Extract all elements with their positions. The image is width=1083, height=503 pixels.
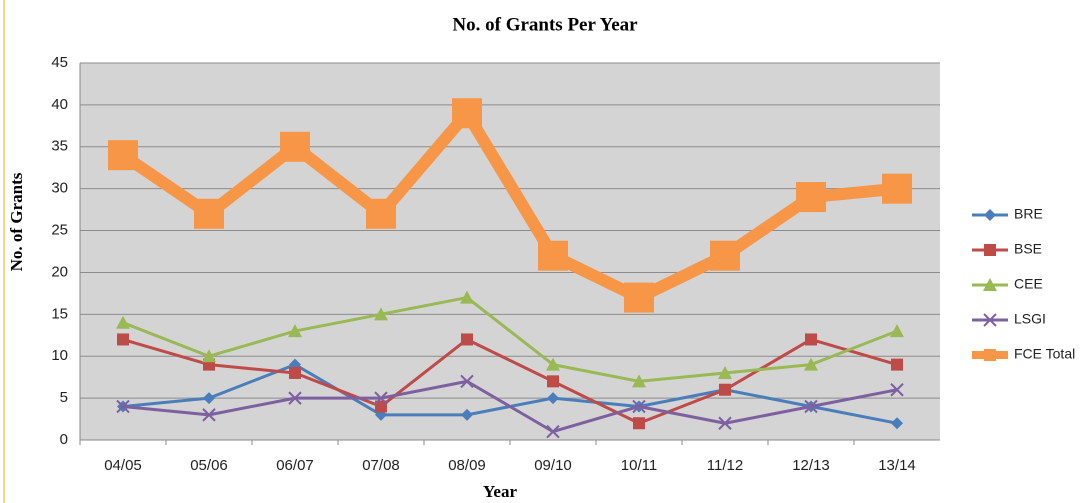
marker xyxy=(116,399,130,414)
marker xyxy=(632,374,646,388)
x-tick-label: 09/10 xyxy=(534,457,572,474)
marker xyxy=(633,417,645,430)
y-tick-label: 25 xyxy=(51,222,68,239)
y-tick-label: 45 xyxy=(51,54,68,71)
marker xyxy=(375,400,387,413)
legend-marker xyxy=(983,313,997,327)
y-axis-label: No. of Grants xyxy=(7,172,26,271)
marker xyxy=(890,324,904,338)
plot-area xyxy=(80,63,940,440)
marker xyxy=(202,408,216,422)
marker xyxy=(374,391,388,405)
chart-title: No. of Grants Per Year xyxy=(452,14,638,35)
x-tick-label: 11/12 xyxy=(707,457,743,474)
marker xyxy=(804,357,818,371)
marker xyxy=(632,399,646,414)
marker xyxy=(117,333,129,346)
x-tick-label: 10/11 xyxy=(621,457,657,474)
y-tick-label: 40 xyxy=(51,96,68,113)
y-tick-label: 20 xyxy=(51,263,68,280)
marker xyxy=(452,98,482,129)
marker xyxy=(546,424,560,439)
legend-label: FCE Total xyxy=(1014,346,1075,362)
series-line xyxy=(119,107,898,304)
marker xyxy=(710,240,740,271)
marker xyxy=(891,358,903,371)
marker xyxy=(546,357,560,371)
x-tick-label: 07/08 xyxy=(362,457,400,474)
marker xyxy=(805,333,817,346)
y-tick-label: 15 xyxy=(51,305,68,322)
marker xyxy=(719,383,731,396)
marker xyxy=(280,131,310,162)
marker xyxy=(882,173,912,204)
legend-label: CEE xyxy=(1014,276,1043,292)
marker xyxy=(804,399,818,414)
marker xyxy=(890,383,904,397)
legend-marker xyxy=(984,244,996,256)
marker xyxy=(366,198,396,229)
marker xyxy=(718,365,732,379)
y-tick-label: 35 xyxy=(51,138,68,155)
legend-label: LSGI xyxy=(1014,311,1046,327)
legend-marker xyxy=(984,349,996,361)
marker xyxy=(547,392,559,405)
marker xyxy=(718,416,732,430)
marker xyxy=(460,290,474,304)
marker xyxy=(538,240,568,271)
marker xyxy=(624,282,654,313)
x-tick-label: 12/13 xyxy=(792,457,830,474)
marker xyxy=(374,307,388,321)
marker xyxy=(203,392,215,405)
legend-marker xyxy=(983,278,997,291)
y-tick-label: 0 xyxy=(60,431,68,448)
series-line xyxy=(122,337,898,425)
x-tick-label: 06/07 xyxy=(276,457,314,474)
y-tick-label: 30 xyxy=(51,180,68,197)
marker xyxy=(288,324,302,338)
x-tick-label: 08/09 xyxy=(448,457,486,474)
marker xyxy=(202,349,216,363)
y-tick-label: 5 xyxy=(60,389,68,406)
marker xyxy=(796,182,826,213)
legend-label: BRE xyxy=(1014,206,1043,222)
marker xyxy=(116,315,130,329)
marker xyxy=(460,374,474,389)
legend-label: BSE xyxy=(1014,241,1042,257)
marker xyxy=(288,391,302,405)
x-tick-label: 13/14 xyxy=(878,457,916,474)
marker xyxy=(461,333,473,346)
marker xyxy=(289,366,301,379)
series-line xyxy=(122,379,898,434)
y-tick-label: 10 xyxy=(51,347,68,364)
x-tick-label: 05/06 xyxy=(190,457,228,474)
x-axis-label: Year xyxy=(483,482,517,501)
marker xyxy=(547,375,559,388)
marker xyxy=(194,198,224,229)
marker xyxy=(891,417,903,430)
x-tick-label: 04/05 xyxy=(104,457,142,474)
marker xyxy=(461,408,473,421)
marker xyxy=(108,140,138,171)
series-line xyxy=(122,296,898,383)
legend-marker xyxy=(984,209,996,221)
